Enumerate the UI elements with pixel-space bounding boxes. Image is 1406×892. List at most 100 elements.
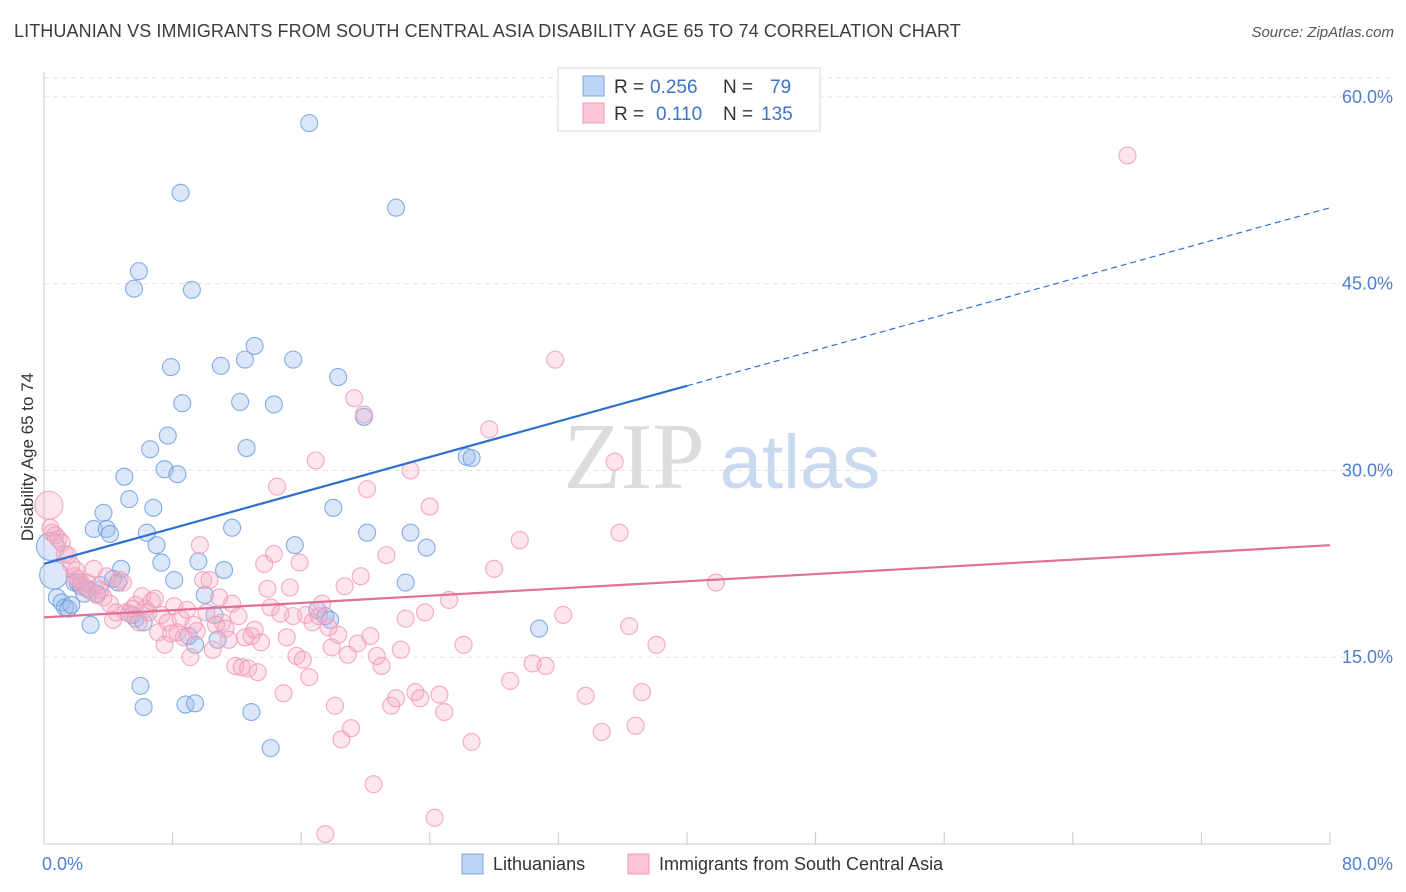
immigrants-point-132 [610, 523, 629, 542]
immigrants-point-140 [67, 561, 86, 580]
lithuanians-point-22 [115, 467, 134, 486]
immigrants-point-138 [1118, 146, 1137, 165]
immigrants-point-68 [258, 579, 277, 598]
legend-n-label-1: N = [723, 77, 753, 98]
immigrants-point-118 [454, 635, 473, 654]
immigrants-point-103 [372, 656, 391, 675]
immigrants-point-80 [296, 605, 316, 624]
immigrants-point-22 [110, 570, 129, 590]
immigrants-point-97 [351, 567, 370, 586]
immigrants-point-55 [216, 619, 235, 638]
immigrants-point-126 [546, 350, 565, 369]
bottom-legend-label-lithuanians: Lithuanians [493, 854, 585, 874]
immigrants-point-114 [425, 808, 444, 827]
immigrants-point-95 [345, 389, 364, 408]
immigrants-point-47 [190, 536, 209, 555]
immigrants-point-70 [264, 544, 283, 563]
immigrants-point-90 [329, 625, 348, 644]
lithuanians-point-17 [97, 519, 116, 539]
lithuanians-point-53 [235, 350, 254, 369]
immigrants-point-120 [480, 420, 499, 439]
bottom-legend-swatch-lithuanians [461, 853, 484, 875]
y-tick-label-0: 15.0% [1342, 647, 1393, 667]
lithuanians-point-51 [223, 518, 242, 537]
immigrants-point-65 [248, 663, 267, 682]
immigrants-point-134 [626, 716, 645, 735]
immigrants-point-116 [435, 702, 454, 722]
immigrants-point-85 [313, 594, 332, 613]
lithuanians-point-13 [84, 519, 103, 539]
immigrants-point-48 [194, 570, 213, 590]
lithuanians-point-57 [261, 739, 280, 758]
chart-title: LITHUANIAN VS IMMIGRANTS FROM SOUTH CENT… [14, 21, 961, 41]
legend-r-label-2: R = [614, 104, 644, 125]
lithuanians-point-43 [182, 280, 201, 299]
lithuanians-point-23 [120, 490, 139, 509]
immigrants-point-69 [261, 598, 280, 617]
immigrants-point-87 [319, 618, 338, 637]
lithuanians-point-60 [285, 536, 304, 555]
immigrants-point-108 [396, 609, 415, 628]
immigrants-point-122 [501, 671, 520, 690]
lithuanians-point-52 [231, 392, 250, 412]
immigrants-point-123 [510, 531, 529, 550]
immigrants-point-51 [203, 640, 222, 659]
lithuanians-point-76 [131, 676, 150, 695]
lithuanians-point-39 [171, 183, 190, 202]
immigrants-point-136 [647, 635, 666, 654]
trend-lines [43, 207, 1331, 619]
y-tick-label-2: 45.0% [1342, 274, 1393, 294]
lithuanians-point-65 [324, 498, 343, 517]
watermark-atlas: atlas [720, 420, 881, 505]
lithuanians-point-70 [396, 573, 415, 592]
immigrants-point-81 [300, 668, 319, 687]
immigrants-point-115 [430, 685, 449, 704]
lithuanians-trend-line [43, 384, 688, 565]
immigrants-point-79 [293, 650, 312, 669]
immigrants-point-78 [290, 553, 309, 572]
lithuanians-point-33 [152, 553, 171, 572]
immigrants-point-125 [536, 656, 555, 675]
lithuanians-point-69 [386, 198, 406, 217]
immigrants-point-36 [155, 635, 174, 654]
immigrants-point-66 [251, 633, 271, 652]
legend-swatch-lithuanians [582, 75, 605, 97]
immigrants-point-131 [605, 452, 624, 471]
lithuanians-point-31 [144, 498, 163, 517]
immigrants-point-50 [200, 570, 219, 590]
lithuanians-point-41 [176, 695, 195, 714]
immigrants-point-33 [145, 589, 164, 608]
x-tick-max: 80.0% [1342, 854, 1393, 874]
lithuanians-point-78 [186, 694, 205, 713]
immigrants-point-133 [620, 617, 639, 636]
lithuanians-point-45 [189, 552, 208, 571]
lithuanians-point-12 [81, 615, 100, 634]
immigrants-point-46 [187, 622, 206, 641]
y-tick-label-3: 60.0% [1342, 87, 1393, 107]
immigrants-point-32 [142, 592, 161, 611]
immigrants-point-59 [229, 607, 248, 626]
lithuanians-point-54 [237, 438, 256, 458]
immigrants-point-100 [361, 627, 380, 646]
lithuanians-point-58 [264, 395, 283, 414]
immigrants-point-106 [386, 689, 406, 708]
lithuanians-point-26 [129, 262, 148, 281]
lithuanians-point-38 [168, 465, 187, 484]
immigrants-point-127 [554, 605, 573, 624]
immigrants-point-111 [411, 689, 430, 708]
immigrants-point-102 [367, 646, 386, 666]
immigrants-point-119 [462, 732, 481, 751]
lithuanians-point-55 [242, 702, 261, 722]
watermark-zip: ZIP [564, 405, 705, 509]
lithuanians-point-50 [214, 561, 234, 580]
lithuanians-point-75 [530, 619, 549, 638]
immigrants-point-73 [274, 684, 293, 703]
lithuanians-point-37 [165, 570, 184, 590]
immigrants-point-99 [358, 480, 377, 499]
legend-n-label-2: N = [723, 104, 753, 125]
immigrants-point-62 [239, 659, 258, 678]
lithuanians-point-68 [358, 523, 377, 542]
legend-n-value-1: 79 [770, 77, 791, 98]
